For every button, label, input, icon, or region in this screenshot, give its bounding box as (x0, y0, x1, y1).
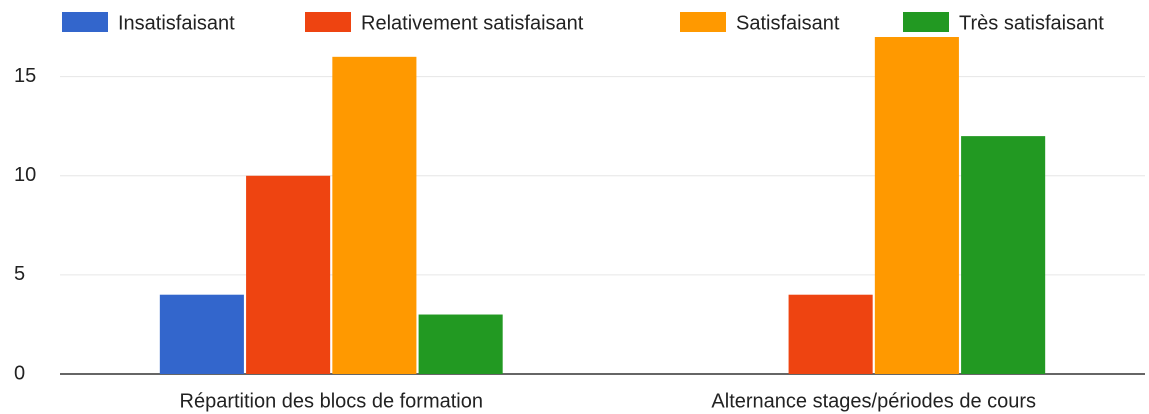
legend-swatch (680, 12, 726, 32)
y-tick-label: 0 (14, 362, 25, 384)
bar (418, 314, 503, 374)
bar (788, 294, 873, 374)
bar (874, 37, 959, 374)
y-tick-label: 10 (14, 164, 36, 186)
bar (961, 136, 1046, 374)
legend-label: Satisfaisant (736, 12, 840, 34)
legend-label: Très satisfaisant (959, 12, 1104, 34)
legend-swatch (305, 12, 351, 32)
bar (246, 175, 331, 374)
legend-label: Relativement satisfaisant (361, 12, 584, 34)
legend-label: Insatisfaisant (118, 12, 235, 34)
x-tick-label: Répartition des blocs de formation (180, 390, 484, 412)
legend-swatch (62, 12, 108, 32)
y-tick-label: 5 (14, 263, 25, 285)
bar (332, 56, 417, 375)
x-tick-label: Alternance stages/périodes de cours (711, 390, 1036, 412)
bar (159, 294, 244, 374)
y-tick-label: 15 (14, 65, 36, 87)
legend-swatch (903, 12, 949, 32)
